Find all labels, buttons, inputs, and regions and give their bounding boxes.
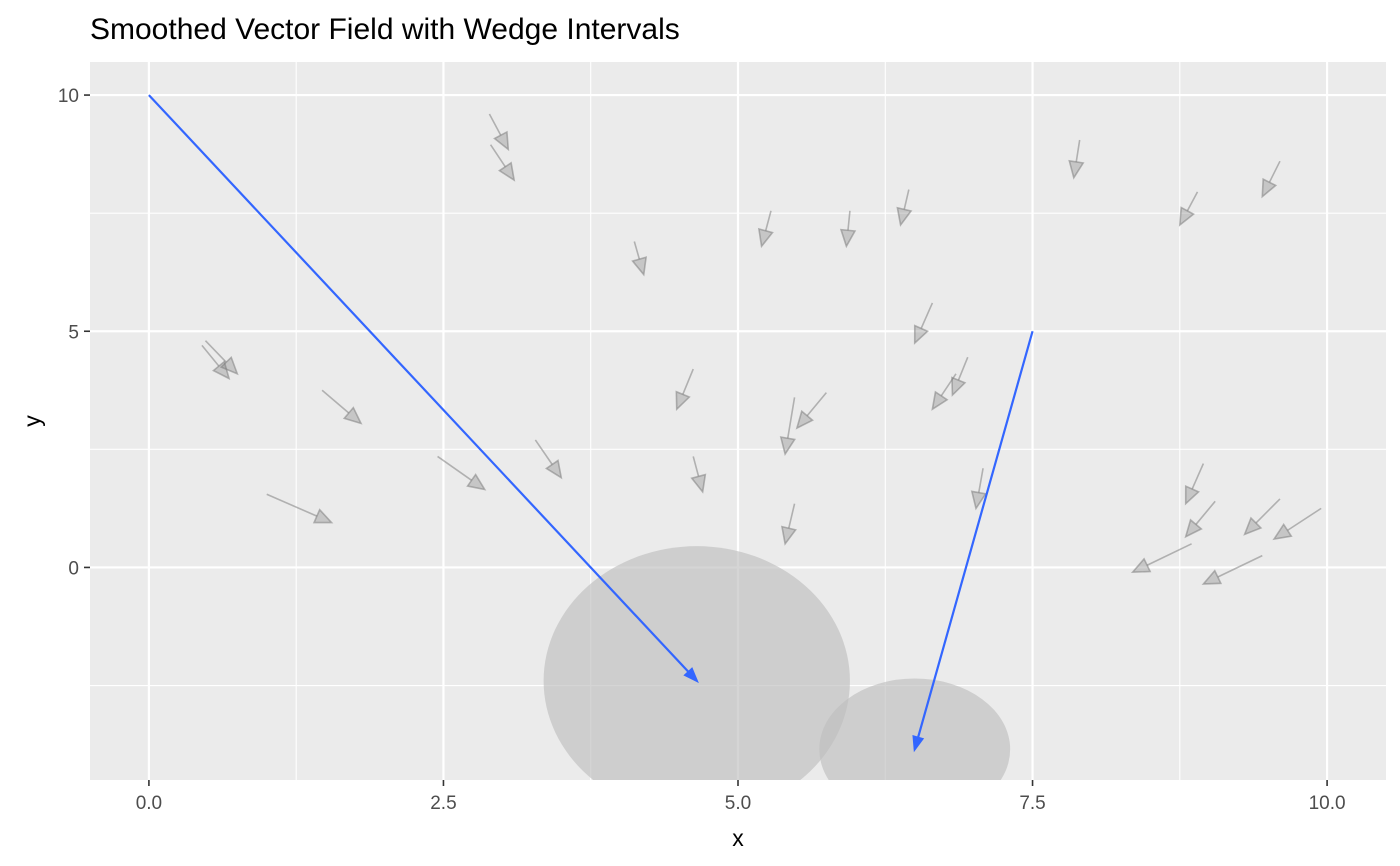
- smoothed-arrow: [148, 94, 699, 684]
- chart-title: Smoothed Vector Field with Wedge Interva…: [90, 13, 680, 46]
- field-arrow: [204, 340, 239, 376]
- field-arrows: [201, 113, 1322, 585]
- field-arrow: [266, 493, 334, 524]
- field-arrow: [1184, 463, 1205, 506]
- y-axis-title: y: [19, 415, 45, 427]
- x-tick-label: 2.5: [430, 793, 456, 814]
- wedge-interval: [819, 678, 1011, 780]
- wedge-interval: [543, 546, 850, 780]
- wedge-intervals: [543, 546, 1011, 780]
- field-arrow: [839, 210, 857, 249]
- field-arrow: [951, 356, 969, 397]
- field-arrow: [1130, 543, 1192, 574]
- smoothed-arrow: [912, 330, 1034, 753]
- field-arrow: [534, 439, 563, 480]
- x-axis-title: x: [732, 825, 744, 851]
- field-arrow: [321, 389, 363, 425]
- field-arrow: [1178, 191, 1199, 227]
- y-tick-label: 10: [58, 86, 79, 107]
- field-arrow: [896, 189, 913, 227]
- field-arrow: [795, 392, 827, 430]
- field-arrow: [488, 113, 510, 152]
- field-arrow: [1184, 500, 1216, 539]
- field-arrow: [690, 456, 707, 494]
- smoothed-arrows: [148, 94, 1034, 753]
- field-arrow: [437, 455, 487, 491]
- field-arrow: [1261, 160, 1281, 199]
- x-tick-label: 5.0: [725, 793, 751, 814]
- y-axis: 0 5 10: [58, 86, 90, 579]
- field-arrow: [489, 144, 516, 182]
- field-arrow: [780, 503, 797, 546]
- field-arrow: [970, 468, 988, 511]
- x-tick-label: 7.5: [1019, 793, 1045, 814]
- field-arrow: [1243, 498, 1281, 536]
- x-axis: 0.0 2.5 5.0 7.5 10.0: [136, 780, 1346, 814]
- field-arrow: [757, 210, 774, 249]
- field-arrow: [1272, 507, 1322, 541]
- field-arrow: [779, 397, 796, 457]
- field-arrow: [675, 368, 694, 412]
- y-tick-label: 0: [68, 558, 79, 579]
- x-tick-label: 0.0: [136, 793, 162, 814]
- field-arrow: [1068, 139, 1085, 180]
- x-tick-label: 10.0: [1309, 793, 1346, 814]
- field-arrow: [1201, 554, 1263, 585]
- field-arrow: [913, 302, 934, 345]
- y-tick-label: 5: [68, 322, 79, 343]
- field-arrow: [631, 241, 648, 277]
